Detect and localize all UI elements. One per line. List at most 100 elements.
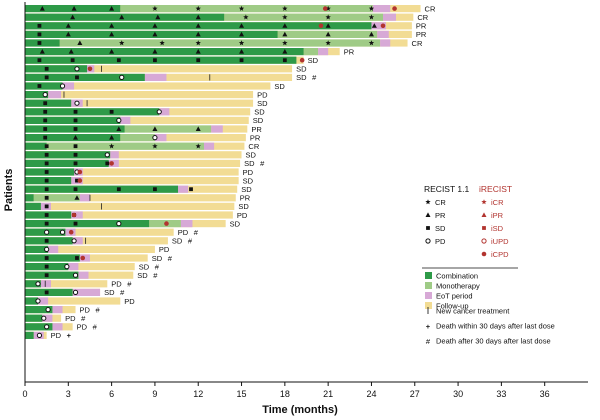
recist-square-marker [73, 144, 78, 149]
recist-triangle-marker [152, 23, 158, 28]
legend-recist-circle-icon [425, 238, 431, 244]
recist-circle-marker [59, 83, 66, 89]
bar-eot [78, 271, 89, 279]
recist-circle-marker [156, 109, 162, 115]
recist-circle-marker [35, 281, 41, 287]
legend-irecist-dot-icon [481, 251, 487, 257]
death-after-30-days-marker: # [93, 323, 98, 332]
bar-combination [25, 314, 43, 322]
irecist-dot-marker [322, 6, 328, 11]
recist-triangle-marker [73, 135, 79, 140]
recist-square-marker [43, 118, 48, 123]
response-label: SD [137, 271, 148, 280]
bar-combination [25, 288, 73, 296]
recist-square-marker [44, 152, 49, 157]
recist-star-marker [195, 40, 201, 46]
recist-triangle-marker [109, 23, 115, 28]
recist-star-marker [325, 5, 331, 11]
bar-combination [25, 185, 179, 193]
recist-star-marker [238, 40, 245, 46]
recist-square-marker [75, 178, 79, 183]
legend-event-label: New cancer treatment [436, 307, 510, 316]
bar-monotherapy [224, 13, 384, 21]
recist-triangle-marker [195, 31, 201, 37]
recist-square-marker [196, 58, 201, 63]
legend-event-label: Death within 30 days after last dose [436, 322, 555, 331]
y-axis-title: Patients [3, 169, 15, 212]
recist-square-marker [37, 58, 42, 63]
legend-irecist-title: iRECIST [479, 184, 512, 194]
response-label: CR [425, 4, 436, 13]
recist-square-marker [44, 204, 49, 209]
bar-followup [25, 228, 174, 236]
x-tick-label: 9 [152, 389, 157, 399]
recist-triangle-marker [239, 49, 245, 54]
bar-combination [25, 194, 34, 202]
recist-square-marker [44, 161, 49, 166]
recist-square-marker [239, 58, 244, 63]
recist-square-marker [116, 187, 121, 192]
death-after-30-days-marker: # [127, 280, 132, 289]
recist-triangle-marker [109, 31, 115, 37]
recist-circle-marker [104, 152, 110, 158]
recist-triangle-marker [371, 23, 377, 28]
recist-triangle-marker [116, 126, 122, 131]
recist-circle-marker [116, 221, 122, 227]
bar-eot [48, 91, 62, 99]
recist-square-marker [44, 178, 49, 183]
recist-square-marker [44, 75, 49, 80]
legend-recist-star-icon [425, 199, 431, 205]
bar-combination [25, 108, 160, 116]
recist-triangle-marker [155, 14, 161, 20]
bar-combination [25, 142, 47, 150]
response-label: PD [111, 280, 122, 289]
legend-combination-swatch [425, 272, 432, 279]
irecist-dot-marker [109, 161, 114, 166]
x-axis-ticks: 0 3 6 9 12 15 18 21 24 27 30 33 36 [22, 382, 550, 399]
recist-triangle-marker [282, 49, 288, 54]
legend-death-after-icon: # [426, 337, 431, 346]
recist-triangle-marker [65, 31, 71, 37]
recist-circle-marker [44, 246, 50, 252]
recist-square-marker [75, 75, 79, 80]
bar-combination [25, 306, 53, 314]
recist-triangle-marker [195, 23, 201, 28]
recist-triangle-marker [70, 14, 76, 20]
bar-monotherapy [46, 142, 205, 150]
bar-eot [37, 297, 49, 305]
x-tick-label: 21 [323, 389, 333, 399]
x-tick-label: 3 [66, 389, 71, 399]
bar-eot [72, 237, 83, 245]
recist-square-marker [75, 256, 79, 260]
bar-eot [110, 151, 119, 159]
recist-square-marker [105, 161, 110, 166]
legend-irecist-label: iUPD [491, 237, 509, 246]
legend-event-items: New cancer treatment + Death within 30 day… [426, 307, 555, 347]
recist-square-marker [37, 41, 42, 45]
x-tick-label: 6 [109, 389, 114, 399]
bar-combination [25, 159, 109, 167]
x-tick-label: 0 [22, 389, 27, 399]
recist-circle-marker [35, 298, 41, 304]
bar-monotherapy [33, 194, 80, 202]
death-after-30-days-marker: # [188, 237, 193, 246]
x-tick-label: 33 [496, 389, 506, 399]
recist-triangle-marker [74, 195, 80, 200]
bar-eot [371, 22, 386, 30]
irecist-dot-marker [77, 178, 83, 183]
recist-star-marker [325, 40, 331, 46]
recist-circle-marker [44, 229, 50, 235]
death-after-30-days-marker: # [153, 271, 158, 280]
recist-star-marker [282, 5, 288, 11]
recist-star-marker [195, 5, 201, 11]
recist-square-marker [44, 170, 49, 174]
bar-eot [377, 30, 389, 38]
recist-triangle-marker [282, 31, 288, 37]
response-label: SD [254, 108, 265, 117]
bar-combination [25, 237, 73, 245]
recist-circle-marker [36, 332, 43, 338]
response-label: SD [104, 288, 115, 297]
recist-triangle-marker [368, 31, 374, 37]
legend-irecist-square-icon [482, 226, 486, 230]
bar-eot [52, 323, 63, 331]
